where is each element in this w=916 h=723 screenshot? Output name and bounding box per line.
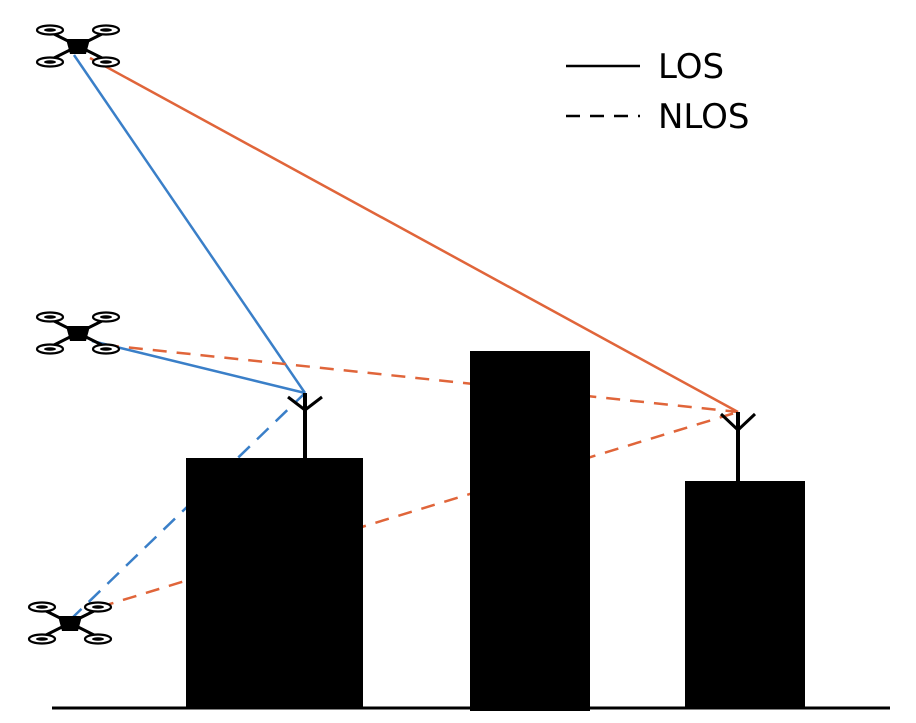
link-uav-top-bs-right [89,56,739,414]
legend-label-nlos: NLOS [658,97,750,137]
link-uav-middle-bs-left [91,339,306,395]
legend-label-los: LOS [658,47,724,87]
link-uav-top-bs-left [72,54,307,394]
signal-links [69,54,739,621]
antenna-icon [719,412,757,481]
quadcopter-drone-icon [35,311,121,355]
quadcopter-drone-icon [27,601,113,645]
legend: LOS NLOS [566,47,750,137]
antenna-icon [287,393,323,458]
link-uav-bottom-bs-right [99,410,739,609]
link-uav-middle-bs-right [104,343,739,414]
building-right [685,481,805,708]
building-left [186,458,363,708]
building-middle [470,351,590,711]
